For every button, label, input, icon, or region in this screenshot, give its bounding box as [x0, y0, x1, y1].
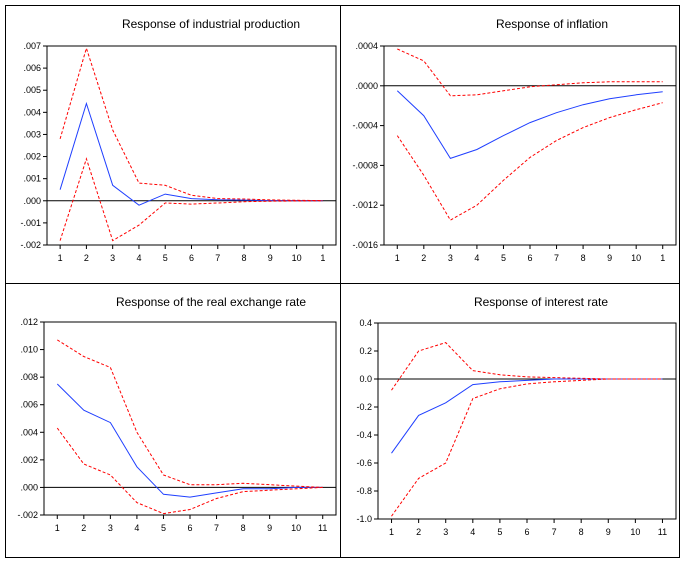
x-tick-label-industrial-production: 10	[292, 253, 302, 263]
x-tick-label-interest-rate: 1	[389, 527, 394, 537]
x-tick-label-interest-rate: 8	[579, 527, 584, 537]
y-tick-label-interest-rate: 0.2	[359, 346, 372, 356]
series-line-lower-band-interest-rate	[391, 378, 663, 517]
y-tick-label-inflation: .0000	[355, 81, 378, 91]
x-tick-label-industrial-production: 3	[110, 253, 115, 263]
x-tick-label-inflation: 5	[501, 253, 506, 263]
y-tick-label-industrial-production: .001	[23, 174, 41, 184]
x-tick-label-interest-rate: 7	[552, 527, 557, 537]
x-tick-label-inflation: 1	[395, 253, 400, 263]
x-tick-label-real-exchange-rate: 11	[318, 523, 327, 533]
y-tick-label-industrial-production: .002	[23, 152, 41, 162]
series-line-lower-band-industrial-production	[59, 157, 323, 242]
series-line-upper-band-interest-rate	[391, 342, 663, 391]
y-tick-label-industrial-production: .003	[23, 129, 41, 139]
y-tick-label-real-exchange-rate: .000	[20, 482, 38, 492]
x-tick-label-real-exchange-rate: 3	[108, 523, 113, 533]
series-line-upper-band-real-exchange-rate	[57, 339, 323, 488]
series-line-lower-band-real-exchange-rate	[56, 427, 323, 515]
plot-area-interest-rate	[377, 322, 677, 520]
x-tick-label-real-exchange-rate: 10	[291, 523, 301, 533]
x-tick-label-interest-rate: 5	[497, 527, 502, 537]
y-tick-label-industrial-production: .007	[23, 41, 41, 51]
x-tick-label-inflation: 2	[421, 253, 426, 263]
x-tick-label-interest-rate: 3	[443, 527, 448, 537]
x-tick-label-industrial-production: 1	[320, 253, 325, 263]
y-tick-label-inflation: -.0004	[352, 121, 378, 131]
x-tick-label-industrial-production: 8	[242, 253, 247, 263]
y-tick-label-interest-rate: -0.6	[356, 458, 372, 468]
series-line-response-inflation	[396, 90, 663, 159]
chart-title-interest-rate: Response of interest rate	[474, 295, 608, 309]
series-line-response-industrial-production	[59, 101, 323, 206]
x-tick-label-industrial-production: 9	[268, 253, 273, 263]
x-tick-label-inflation: 9	[607, 253, 612, 263]
y-tick-label-interest-rate: -1.0	[356, 514, 372, 524]
x-tick-label-real-exchange-rate: 4	[134, 523, 139, 533]
y-tick-label-industrial-production: .006	[23, 63, 41, 73]
x-tick-label-interest-rate: 4	[470, 527, 475, 537]
y-tick-label-interest-rate: -0.2	[356, 402, 372, 412]
y-tick-label-real-exchange-rate: .006	[20, 400, 38, 410]
x-tick-label-interest-rate: 6	[524, 527, 529, 537]
chart-title-inflation: Response of inflation	[496, 17, 608, 31]
chart-title-industrial-production: Response of industrial production	[122, 17, 300, 31]
x-tick-label-industrial-production: 2	[84, 253, 89, 263]
x-tick-label-inflation: 3	[448, 253, 453, 263]
y-tick-label-real-exchange-rate: .012	[20, 317, 38, 327]
y-tick-label-inflation: -.0008	[352, 160, 378, 170]
x-tick-label-interest-rate: 2	[416, 527, 421, 537]
y-tick-label-inflation: -.0016	[352, 240, 378, 250]
y-tick-label-real-exchange-rate: .010	[20, 345, 38, 355]
y-tick-label-industrial-production: -.002	[20, 240, 41, 250]
y-tick-label-real-exchange-rate: .008	[20, 372, 38, 382]
x-tick-label-interest-rate: 9	[606, 527, 611, 537]
x-tick-label-inflation: 7	[554, 253, 559, 263]
x-tick-label-inflation: 8	[581, 253, 586, 263]
y-tick-label-industrial-production: .000	[23, 196, 41, 206]
x-tick-label-real-exchange-rate: 5	[161, 523, 166, 533]
y-tick-label-real-exchange-rate: .002	[20, 455, 38, 465]
y-tick-label-interest-rate: -0.4	[356, 430, 372, 440]
series-line-upper-band-industrial-production	[59, 46, 323, 202]
x-tick-label-inflation: 1	[660, 253, 665, 263]
x-tick-label-industrial-production: 4	[136, 253, 141, 263]
x-tick-label-interest-rate: 10	[630, 527, 640, 537]
y-tick-label-interest-rate: 0.4	[359, 318, 372, 328]
x-tick-label-real-exchange-rate: 6	[187, 523, 192, 533]
plot-area-inflation	[383, 45, 677, 246]
series-line-response-interest-rate	[391, 378, 663, 454]
series-line-upper-band-inflation	[397, 48, 663, 97]
plot-area-industrial-production	[46, 45, 337, 246]
series-line-lower-band-inflation	[396, 102, 663, 221]
x-tick-label-inflation: 10	[631, 253, 641, 263]
x-tick-label-industrial-production: 7	[215, 253, 220, 263]
x-tick-label-real-exchange-rate: 9	[267, 523, 272, 533]
x-tick-label-real-exchange-rate: 2	[81, 523, 86, 533]
x-tick-label-industrial-production: 1	[58, 253, 63, 263]
x-tick-label-real-exchange-rate: 8	[241, 523, 246, 533]
x-tick-label-interest-rate: 11	[658, 527, 667, 537]
y-tick-label-inflation: -.0012	[352, 200, 378, 210]
y-tick-label-interest-rate: -0.8	[356, 486, 372, 496]
y-tick-label-industrial-production: .005	[23, 85, 41, 95]
y-tick-label-inflation: .0004	[355, 41, 378, 51]
x-tick-label-real-exchange-rate: 7	[214, 523, 219, 533]
x-tick-label-inflation: 6	[527, 253, 532, 263]
y-tick-label-industrial-production: .004	[23, 107, 41, 117]
x-tick-label-real-exchange-rate: 1	[55, 523, 60, 533]
panel-frame-interest-rate	[340, 283, 680, 558]
x-tick-label-industrial-production: 6	[189, 253, 194, 263]
x-tick-label-industrial-production: 5	[163, 253, 168, 263]
series-line-response-real-exchange-rate	[56, 383, 323, 498]
y-tick-label-industrial-production: -.001	[20, 218, 41, 228]
x-tick-label-inflation: 4	[474, 253, 479, 263]
y-tick-label-interest-rate: 0.0	[359, 374, 372, 384]
y-tick-label-real-exchange-rate: -.002	[17, 510, 38, 520]
y-tick-label-real-exchange-rate: .004	[20, 427, 38, 437]
chart-title-real-exchange-rate: Response of the real exchange rate	[116, 295, 306, 309]
